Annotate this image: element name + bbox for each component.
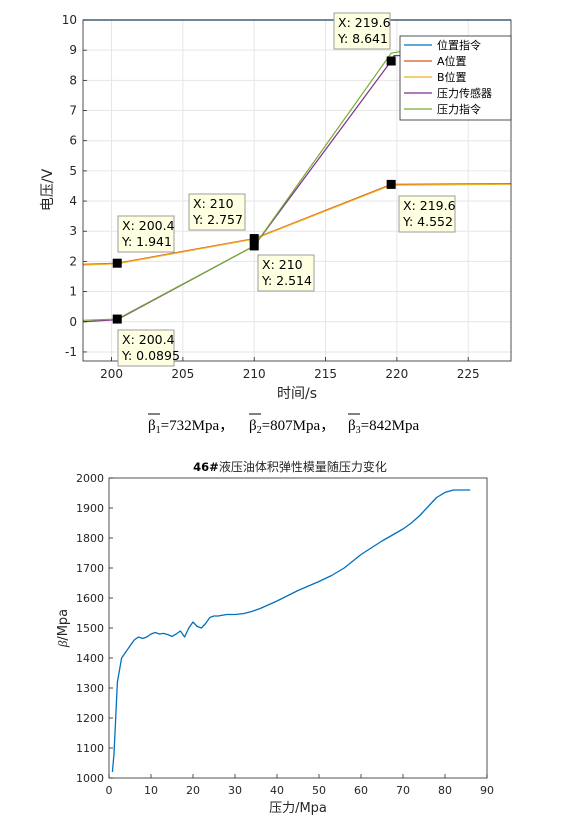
beta2-text: β2=807Mpa， <box>249 418 335 436</box>
datatip-marker <box>386 179 396 189</box>
bottom-xtick-label: 30 <box>228 784 242 797</box>
bottom-xtick-label: 60 <box>354 784 368 797</box>
top-xtick-label: 220 <box>385 367 408 381</box>
top-ticks: 200 205 210 215 220 225 -1 0 1 2 3 4 5 6 7 8 9 10 <box>62 13 480 381</box>
legend-label-0: 位置指令 <box>437 38 481 52</box>
bottom-xtick-label: 50 <box>312 784 326 797</box>
bottom-ytick-label: 1600 <box>76 592 104 605</box>
legend-label-4: 压力指令 <box>437 102 481 116</box>
top-xtick-label: 215 <box>314 367 337 381</box>
datatip-x: X: 219.6 <box>338 15 391 30</box>
datatip-box <box>257 254 315 292</box>
datatip-y: Y: 8.641 <box>337 31 388 46</box>
top-ytick-label: -1 <box>65 345 77 359</box>
bottom-xtick-label: 20 <box>186 784 200 797</box>
bottom-chart: 46#液压油体积弹性模量随压力变化 0 10 20 30 40 50 60 70 80 90 100… <box>55 459 494 816</box>
datatip-x: X: 210 <box>193 196 234 211</box>
legend-label-3: 压力传感器 <box>437 87 492 100</box>
bottom-ticks: 0 10 20 30 40 50 60 70 80 90 1000 1100 1200 1300 1400 1… <box>76 472 494 797</box>
bottom-ytick-label: 1700 <box>76 562 104 575</box>
beta1-text: β1=732Mpa， <box>148 418 234 436</box>
legend-box <box>399 35 512 121</box>
datatip-marker <box>386 56 396 66</box>
top-ytick-label: 1 <box>69 285 77 299</box>
legend-label-2: B位置 <box>437 70 467 84</box>
top-ytick-label: 9 <box>69 43 77 57</box>
top-ytick-label: 6 <box>69 134 77 148</box>
datatip-marker <box>249 234 259 244</box>
legend-label-1: A位置 <box>437 54 467 68</box>
top-xtick-label: 225 <box>457 367 480 381</box>
bottom-chart-title: 46#液压油体积弹性模量随压力变化 <box>193 459 387 474</box>
datatip-marker <box>249 241 259 251</box>
top-xtick-label: 205 <box>171 367 194 381</box>
datatip-box <box>333 12 391 50</box>
datatip-y: Y: 2.514 <box>261 273 312 288</box>
top-ytick-label: 2 <box>69 254 77 268</box>
datatip-marker <box>112 314 122 324</box>
bottom-ytick-label: 1800 <box>76 532 104 545</box>
bottom-x-axis-label: 压力/Mpa <box>269 801 327 816</box>
bottom-plot-frame <box>108 477 488 779</box>
datatip-y: Y: 1.941 <box>121 234 172 249</box>
bottom-ytick-label: 1500 <box>76 622 104 635</box>
datatip-marker <box>112 258 122 268</box>
bottom-ytick-label: 1300 <box>76 682 104 695</box>
datatip-x: X: 210 <box>262 257 303 272</box>
top-ytick-label: 3 <box>69 224 77 238</box>
bottom-ytick-label: 1100 <box>76 742 104 755</box>
datatip-y: Y: 0.0895 <box>121 348 180 363</box>
top-ytick-label: 10 <box>62 13 77 27</box>
bottom-xtick-label: 80 <box>438 784 452 797</box>
top-xtick-label: 210 <box>243 367 266 381</box>
datatip-y: Y: 4.552 <box>402 214 453 229</box>
datatip-x: X: 200.4 <box>122 218 175 233</box>
datatip-box <box>188 193 246 231</box>
bottom-xtick-label: 0 <box>106 784 113 797</box>
bottom-ytick-label: 1200 <box>76 712 104 725</box>
bottom-xtick-label: 10 <box>144 784 158 797</box>
datatip-box <box>117 215 175 253</box>
top-xtick-label: 200 <box>100 367 123 381</box>
bottom-ytick-label: 1400 <box>76 652 104 665</box>
datatip-box <box>117 329 175 367</box>
top-ytick-label: 4 <box>69 194 77 208</box>
top-y-axis-label: 电压/V <box>40 168 56 211</box>
bottom-ytick-label: 2000 <box>76 472 104 485</box>
top-ytick-label: 8 <box>69 73 77 87</box>
top-chart: 200 205 210 215 220 225 -1 0 1 2 3 4 5 6 7 8 9 10 X: 219.… <box>40 12 512 402</box>
bottom-series <box>111 489 471 773</box>
top-ytick-label: 0 <box>69 315 77 329</box>
bottom-ytick-label: 1900 <box>76 502 104 515</box>
bottom-y-axis-label: β/Mpa <box>55 609 71 648</box>
top-ytick-label: 7 <box>69 104 77 118</box>
beta3-text: β3=842Mpa <box>348 418 419 436</box>
bottom-xtick-label: 70 <box>396 784 410 797</box>
bottom-ytick-label: 1000 <box>76 772 104 785</box>
datatip-x: X: 219.6 <box>403 198 456 213</box>
bottom-xtick-label: 90 <box>480 784 494 797</box>
datatip-box <box>398 195 456 233</box>
bottom-series-line <box>111 489 471 773</box>
bottom-xtick-label: 40 <box>270 784 284 797</box>
datatip-y: Y: 2.757 <box>192 212 243 227</box>
beta-equation: β1=732Mpa， β2=807Mpa， β3=842Mpa <box>148 413 419 436</box>
top-ytick-label: 5 <box>69 164 77 178</box>
top-plot-frame <box>82 19 512 362</box>
top-x-axis-label: 时间/s <box>277 386 317 402</box>
datatip-x: X: 200.4 <box>122 332 175 347</box>
